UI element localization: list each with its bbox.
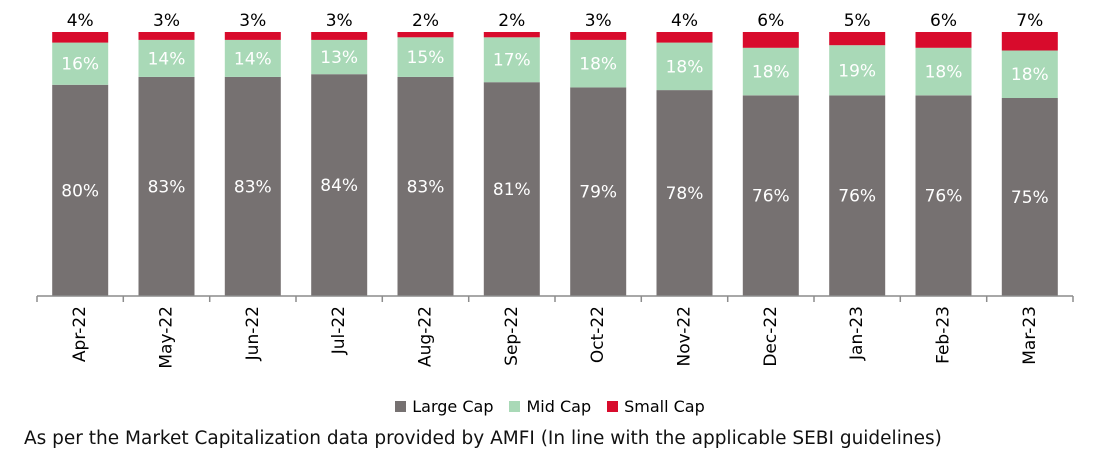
bar-segment: [483, 32, 540, 38]
data-label: 76%: [752, 187, 790, 207]
bar-segment: [742, 32, 799, 48]
footnote: As per the Market Capitalization data pr…: [24, 428, 942, 449]
data-label: 18%: [666, 57, 704, 77]
bar-segment: [311, 74, 368, 296]
data-label: 81%: [493, 180, 531, 200]
data-label: 79%: [579, 183, 617, 203]
bar-segment: [224, 32, 281, 40]
bar-segment: [742, 47, 799, 96]
bar-segment: [138, 76, 195, 297]
data-label: 15%: [407, 48, 445, 68]
bar-segment: [570, 39, 627, 88]
data-label: 76%: [838, 187, 876, 207]
bar-segment: [1001, 98, 1058, 296]
data-label: 4%: [67, 11, 94, 31]
data-label: 6%: [757, 11, 784, 31]
legend-swatch-mid-cap: [509, 400, 521, 412]
bar-segment: [742, 95, 799, 297]
bar-segment: [1001, 50, 1058, 98]
data-label: 3%: [153, 11, 180, 31]
data-label: 16%: [61, 55, 99, 75]
data-label: 2%: [498, 11, 525, 31]
bar-segment: [311, 39, 368, 75]
data-label: 83%: [407, 177, 445, 197]
bar-segment: [224, 39, 281, 77]
data-label: 3%: [585, 11, 612, 31]
data-label: 3%: [326, 11, 353, 31]
x-tick-label: Dec-22: [761, 306, 781, 367]
data-label: 4%: [671, 11, 698, 31]
x-tick-label: Mar-23: [1020, 306, 1040, 365]
data-label: 14%: [148, 49, 186, 69]
data-label: 83%: [234, 177, 272, 197]
bar-segment: [483, 82, 540, 296]
bar-segment: [224, 76, 281, 297]
data-label: 6%: [930, 11, 957, 31]
legend-swatch-large-cap: [395, 400, 407, 412]
x-tick-label: Jul-22: [329, 306, 349, 355]
data-label: 78%: [666, 184, 704, 204]
legend-swatch-small-cap: [607, 400, 619, 412]
data-label: 75%: [1011, 188, 1049, 208]
bar-segment: [570, 32, 627, 40]
x-tick-label: Oct-22: [588, 306, 608, 363]
x-tick-label: Nov-22: [675, 306, 695, 367]
bar-segment: [138, 32, 195, 40]
x-tick-label: Jun-22: [243, 306, 263, 361]
x-tick-label: Apr-22: [70, 306, 90, 362]
bar-segment: [138, 39, 195, 77]
data-label: 83%: [148, 177, 186, 197]
data-label: 5%: [844, 11, 871, 31]
bar-segment: [311, 32, 368, 40]
legend-label-mid-cap: Mid Cap: [526, 396, 592, 416]
data-label: 14%: [234, 49, 272, 69]
x-tick-label: Sep-22: [502, 306, 522, 366]
bar-segment: [915, 32, 972, 48]
bar-segment: [483, 37, 540, 83]
legend-item-mid-cap: Mid Cap: [509, 397, 591, 416]
legend-item-large-cap: Large Cap: [395, 397, 493, 416]
data-label: 17%: [493, 51, 531, 71]
data-label: 7%: [1016, 11, 1043, 31]
bar-segment: [570, 87, 627, 297]
bar-segment: [829, 32, 886, 46]
data-label: 18%: [579, 55, 617, 75]
data-label: 18%: [925, 63, 963, 83]
bar-segment: [829, 95, 886, 297]
x-tick-label: Feb-23: [934, 306, 954, 364]
data-label: 19%: [838, 61, 876, 81]
data-label: 3%: [239, 11, 266, 31]
data-label: 84%: [320, 176, 358, 196]
data-label: 80%: [61, 181, 99, 201]
bar-segment: [915, 95, 972, 297]
bar-segment: [397, 37, 454, 77]
legend-label-small-cap: Small Cap: [624, 396, 705, 416]
bar-segment: [52, 32, 109, 43]
bar-segment: [656, 90, 713, 296]
x-tick-label: Jan-23: [847, 306, 867, 361]
legend-item-small-cap: Small Cap: [607, 397, 705, 416]
data-label: 76%: [925, 187, 963, 207]
bar-segment: [52, 84, 109, 296]
data-label: 18%: [752, 63, 790, 83]
bar-segment: [52, 42, 109, 85]
bar-segment: [1001, 32, 1058, 51]
bar-segment: [656, 32, 713, 43]
x-tick-label: May-22: [157, 306, 177, 369]
data-label: 13%: [320, 48, 358, 68]
bar-segment: [829, 45, 886, 96]
bar-segment: [656, 42, 713, 91]
chart-legend: Large Cap Mid Cap Small Cap: [0, 394, 1100, 418]
bar-segment: [397, 76, 454, 297]
x-tick-label: Aug-22: [416, 306, 436, 367]
bar-segment: [915, 47, 972, 96]
data-label: 2%: [412, 11, 439, 31]
legend-label-large-cap: Large Cap: [412, 396, 494, 416]
data-label: 18%: [1011, 65, 1049, 85]
stacked-bar-chart: 80% 16% 4% 83% 14% 3% 83% 14% 3% 84% 13% 3% 83% 15% 2%…: [36, 11, 1074, 369]
bar-segment: [397, 32, 454, 38]
